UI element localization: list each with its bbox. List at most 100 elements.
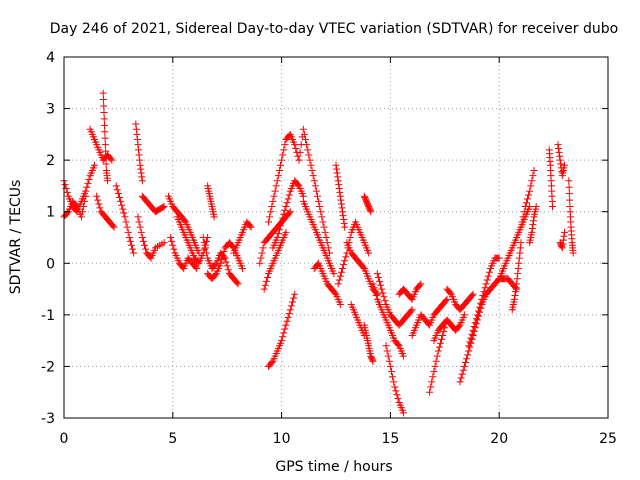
data-point <box>519 213 527 221</box>
chart-title: Day 246 of 2021, Sidereal Day-to-day VTE… <box>50 21 618 37</box>
data-point <box>468 330 476 338</box>
series-arc-3 <box>86 125 116 164</box>
data-point <box>210 213 218 221</box>
data-point <box>101 121 109 129</box>
data-point <box>566 196 574 204</box>
data-point <box>495 254 503 262</box>
data-point <box>246 222 254 230</box>
data-point <box>479 292 487 300</box>
data-point <box>369 357 377 365</box>
data-point <box>314 192 322 200</box>
data-point <box>132 120 140 128</box>
data-point <box>280 210 288 218</box>
data-point <box>339 212 347 220</box>
data-point <box>513 275 521 283</box>
data-point <box>280 146 288 154</box>
data-point <box>100 102 108 110</box>
data-point <box>446 289 454 297</box>
series-arc-1 <box>60 161 98 216</box>
data-point <box>287 302 295 310</box>
data-point <box>134 141 142 149</box>
series-arc-14 <box>204 239 246 283</box>
series-arc-21 <box>269 177 307 252</box>
data-point <box>77 213 85 221</box>
data-point <box>138 173 146 181</box>
data-point <box>129 245 137 253</box>
data-point <box>112 182 120 190</box>
data-point <box>373 270 381 278</box>
data-point <box>317 208 325 216</box>
data-point <box>440 328 448 336</box>
data-point <box>126 237 134 245</box>
data-point <box>394 395 402 403</box>
data-point <box>514 264 522 272</box>
series-arc-36 <box>426 316 451 396</box>
data-point <box>464 351 472 359</box>
data-point <box>288 298 296 306</box>
data-point <box>340 215 348 223</box>
series-arc-33 <box>382 342 407 417</box>
series-arc-41 <box>482 275 521 298</box>
data-point <box>330 270 338 278</box>
data-point <box>286 208 294 216</box>
data-point <box>559 236 567 244</box>
data-point <box>332 161 340 169</box>
data-point <box>470 322 478 330</box>
data-point <box>335 276 343 284</box>
data-point <box>117 197 125 205</box>
data-point <box>280 329 288 337</box>
data-point <box>460 362 468 370</box>
data-point <box>135 151 143 159</box>
data-point <box>262 277 270 285</box>
data-point <box>137 169 145 177</box>
data-point <box>333 165 341 173</box>
series-arc-5 <box>93 192 118 231</box>
data-point <box>336 301 344 309</box>
data-point <box>63 188 71 196</box>
x-tick-label: 5 <box>168 431 177 447</box>
data-point <box>374 273 382 281</box>
data-point <box>223 262 231 270</box>
data-point <box>78 208 86 216</box>
series-arc-2 <box>60 192 90 221</box>
data-point <box>295 156 303 164</box>
data-point <box>560 232 568 240</box>
data-point <box>315 197 323 205</box>
data-point <box>137 228 145 236</box>
data-point <box>475 307 483 315</box>
data-point <box>517 239 525 247</box>
data-point <box>203 249 211 257</box>
data-point <box>334 177 342 185</box>
data-point <box>277 222 285 230</box>
data-point <box>279 214 287 222</box>
data-point <box>529 172 537 180</box>
series-arc-23 <box>299 197 338 278</box>
data-point <box>528 228 536 236</box>
data-point <box>119 205 127 213</box>
series-arc-43 <box>508 239 525 314</box>
data-point <box>370 284 378 292</box>
data-point <box>512 284 520 292</box>
data-point <box>160 239 168 247</box>
data-point <box>443 295 451 303</box>
data-point <box>217 259 225 267</box>
data-point <box>460 311 468 319</box>
data-point <box>306 156 314 164</box>
axis-ticks: 0 5 10 15 20 25 -3 -2 -1 0 1 2 3 4 <box>41 50 617 447</box>
series-arc-45 <box>526 203 540 247</box>
data-point <box>323 239 331 247</box>
y-tick-label: -2 <box>41 359 55 375</box>
data-point <box>385 357 393 365</box>
series-arc-7 <box>132 120 146 185</box>
data-point <box>90 161 98 169</box>
data-point <box>283 199 291 207</box>
data-point <box>549 203 557 211</box>
data-point <box>378 285 386 293</box>
data-point <box>278 337 286 345</box>
data-point <box>201 244 209 252</box>
data-point <box>110 223 118 231</box>
data-point <box>303 141 311 149</box>
data-point <box>279 151 287 159</box>
data-point <box>478 295 486 303</box>
